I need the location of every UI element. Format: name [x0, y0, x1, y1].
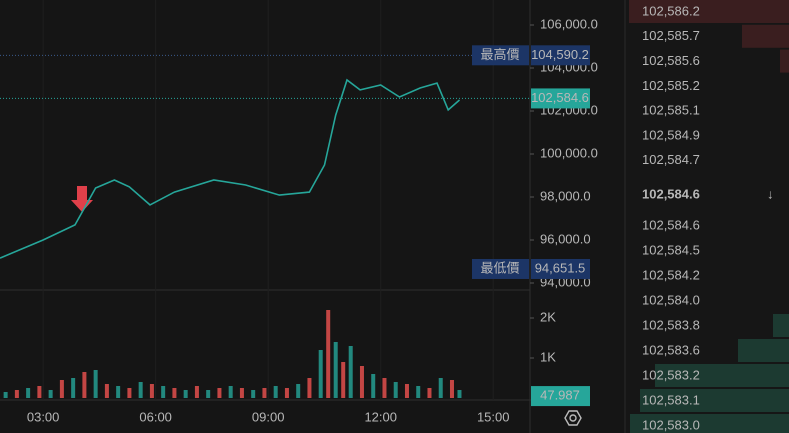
low-value-box — [531, 258, 590, 279]
settings-icon[interactable] — [564, 410, 582, 426]
bid-price: 102,584.0 — [642, 292, 700, 307]
high-value-box — [531, 45, 590, 66]
volume-bar — [82, 372, 87, 398]
volume-bar — [217, 388, 222, 398]
volume-bar — [194, 386, 199, 398]
volume-bar — [438, 378, 443, 398]
bid-depth — [640, 389, 789, 412]
x-tick-label: 15:00 — [477, 409, 510, 424]
volume-bar — [239, 388, 244, 398]
last-value: 102,584.6 — [531, 90, 589, 105]
volume-bar — [333, 342, 338, 398]
volume-bar — [416, 386, 421, 398]
volume-bar — [284, 388, 289, 398]
ask-price: 102,585.7 — [642, 28, 700, 43]
volume-bar — [251, 390, 256, 398]
y-tick-label: 1K — [540, 349, 556, 364]
bid-price: 102,583.0 — [642, 417, 700, 432]
bid-depth — [630, 414, 789, 433]
current-arrow: ↓ — [767, 186, 774, 201]
y-tick-label: 100,000.0 — [540, 145, 598, 160]
volume-bar — [104, 384, 109, 398]
y-tick-label: 98,000.0 — [540, 188, 591, 203]
volume-bar — [149, 384, 154, 398]
bid-price: 102,583.6 — [642, 342, 700, 357]
volume-last-box — [531, 386, 590, 407]
y-tick-label: 106,000.0 — [540, 16, 598, 31]
low-title-box — [472, 258, 529, 279]
volume-bar — [404, 384, 409, 398]
low-title: 最低價 — [480, 260, 519, 275]
volume-bar — [37, 386, 42, 398]
settings-hexagon — [564, 410, 582, 426]
volume-bar — [26, 388, 31, 398]
volume-bar — [341, 362, 346, 398]
volume-last: 47.987 — [540, 388, 580, 403]
bid-price: 102,584.5 — [642, 242, 700, 257]
ask-depth — [780, 49, 789, 73]
x-tick-label: 06:00 — [139, 409, 172, 424]
ask-price: 102,585.1 — [642, 103, 700, 118]
volume-bar — [262, 388, 267, 398]
volume-bar — [371, 374, 376, 398]
volume-bar — [14, 390, 19, 398]
volume-bar — [296, 384, 301, 398]
volume-bar — [3, 392, 8, 398]
x-tick-label: 03:00 — [27, 409, 60, 424]
bid-price: 102,583.2 — [642, 367, 700, 382]
price-line — [0, 78, 461, 259]
volume-bar — [161, 386, 166, 398]
ask-depth — [629, 0, 789, 23]
last-value-box — [531, 88, 590, 109]
volume-bar — [393, 382, 398, 398]
volume-bar — [127, 388, 132, 398]
volume-bar — [359, 366, 364, 398]
ask-price: 102,584.9 — [642, 127, 700, 142]
y-tick-label: 96,000.0 — [540, 231, 591, 246]
bid-price: 102,583.1 — [642, 392, 700, 407]
bid-price: 102,583.8 — [642, 317, 700, 332]
ask-price: 102,585.2 — [642, 78, 700, 93]
volume-bar — [138, 382, 143, 398]
ask-price: 102,584.7 — [642, 152, 700, 167]
volume-bar — [48, 390, 53, 398]
volume-bar — [326, 310, 331, 398]
volume-bar — [449, 380, 454, 398]
volume-bar — [273, 386, 278, 398]
signal-arrow — [71, 186, 93, 212]
ask-price: 102,586.2 — [642, 3, 700, 18]
high-value: 104,590.2 — [531, 47, 589, 62]
volume-bar — [172, 388, 177, 398]
volume-bar — [228, 386, 233, 398]
volume-bar — [348, 346, 353, 398]
volume-bar — [318, 350, 323, 398]
bid-depth — [738, 339, 789, 362]
volume-bar — [382, 378, 387, 398]
bid-price: 102,584.2 — [642, 267, 700, 282]
volume-bar — [206, 390, 211, 398]
volume-bar — [71, 378, 76, 398]
y-tick-label: 2K — [540, 309, 556, 324]
bid-price: 102,584.6 — [642, 217, 700, 232]
x-tick-label: 09:00 — [252, 409, 285, 424]
volume-bar — [116, 386, 121, 398]
settings-center — [569, 414, 577, 422]
ask-price: 102,585.6 — [642, 53, 700, 68]
bid-depth — [655, 364, 789, 387]
high-title-box — [472, 45, 529, 66]
high-title: 最高價 — [480, 47, 519, 62]
low-value: 94,651.5 — [535, 260, 586, 275]
x-tick-label: 12:00 — [364, 409, 397, 424]
current-price: 102,584.6 — [642, 186, 700, 201]
volume-bar — [183, 390, 188, 398]
volume-bar — [307, 378, 312, 398]
volume-bar — [59, 380, 64, 398]
ask-depth — [742, 24, 789, 48]
volume-bar — [457, 390, 462, 398]
volume-bar — [93, 370, 98, 398]
volume-bar — [427, 388, 432, 398]
bid-depth — [773, 314, 789, 337]
